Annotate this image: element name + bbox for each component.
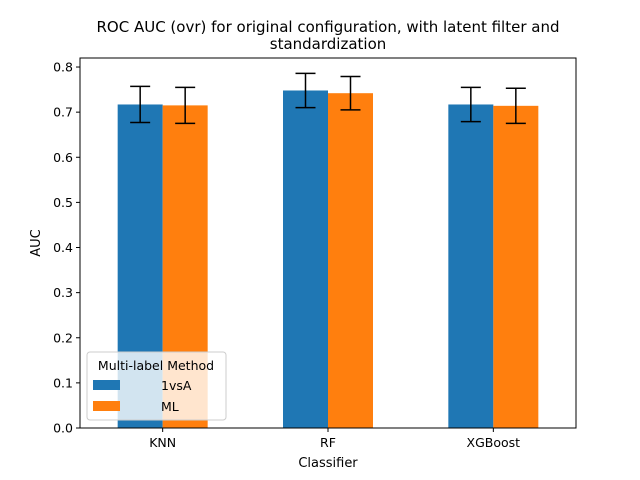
x-tick-label-RF: RF [320, 435, 336, 450]
bars-group [117, 90, 539, 429]
legend-swatch-ML [93, 401, 120, 411]
y-axis-label: AUC [29, 229, 44, 257]
chart-title-line-2: standardization [270, 35, 387, 53]
legend-title: Multi-label Method [98, 358, 214, 373]
x-tick-label-KNN: KNN [149, 435, 176, 450]
y-tick-label-0.8: 0.8 [53, 60, 73, 75]
legend-box [86, 351, 227, 421]
y-tick-label-0.5: 0.5 [53, 195, 73, 210]
y-axis: 0.0 0.1 0.2 0.3 0.4 0.5 0.6 0.7 0.8 [53, 60, 80, 436]
y-tick-label-0.7: 0.7 [53, 105, 73, 120]
y-tick-label-0.1: 0.1 [53, 375, 73, 390]
legend-swatch-1vsA [93, 380, 120, 390]
y-tick-label-0.3: 0.3 [53, 285, 73, 300]
bar-1vsA-XGBoost [448, 104, 494, 428]
error-bars-group [130, 72, 526, 125]
x-axis: KNN RF XGBoost [149, 428, 520, 450]
y-tick-label-0.4: 0.4 [53, 240, 73, 255]
legend: Multi-label Method 1vsA ML [86, 351, 227, 421]
legend-label-ML: ML [161, 399, 179, 414]
y-tick-label-0.0: 0.0 [53, 421, 73, 436]
y-tick-label-0.6: 0.6 [53, 150, 73, 165]
x-axis-label: Classifier [298, 456, 358, 471]
bar-1vsA-RF [283, 90, 328, 429]
chart-title-line-1: ROC AUC (ovr) for original configuration… [96, 18, 559, 36]
x-tick-label-XGBoost: XGBoost [467, 435, 521, 450]
y-tick-label-0.2: 0.2 [53, 330, 73, 345]
bar-ML-RF [328, 93, 373, 428]
bar-ML-XGBoost [493, 105, 539, 428]
legend-label-1vsA: 1vsA [161, 378, 192, 393]
